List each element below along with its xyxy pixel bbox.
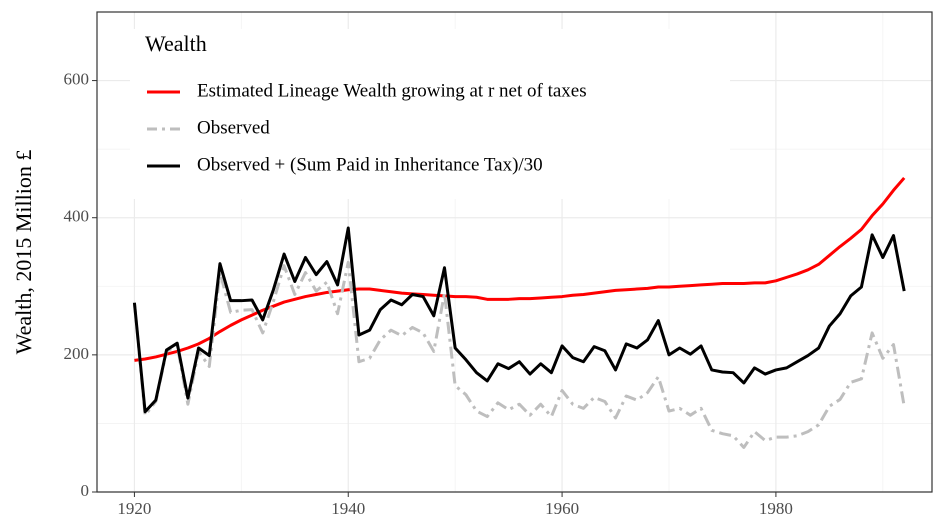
x-tick-label: 1920 xyxy=(117,499,151,518)
series-line xyxy=(132,260,906,449)
series-line xyxy=(132,226,906,414)
y-tick-label: 0 xyxy=(81,481,90,500)
y-axis-label: Wealth, 2015 Million £ xyxy=(11,150,36,355)
legend-label: Observed xyxy=(197,117,270,138)
x-tick-label: 1940 xyxy=(331,499,365,518)
x-tick-label: 1980 xyxy=(759,499,793,518)
legend-title: Wealth xyxy=(145,31,207,56)
y-tick-label: 200 xyxy=(64,344,90,363)
y-tick-label: 600 xyxy=(64,69,90,88)
legend-label: Observed + (Sum Paid in Inheritance Tax)… xyxy=(197,154,543,175)
legend-label: Estimated Lineage Wealth growing at r ne… xyxy=(197,80,587,101)
series-line xyxy=(134,176,906,362)
y-tick-label: 400 xyxy=(64,207,90,226)
panel-border xyxy=(96,11,933,493)
x-tick-label: 1960 xyxy=(545,499,579,518)
legend-background xyxy=(130,29,730,199)
